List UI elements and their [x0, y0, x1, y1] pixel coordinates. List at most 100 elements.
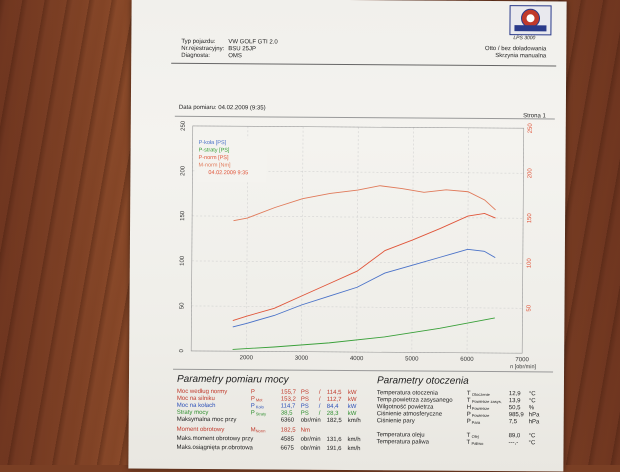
x-tick-label: 3000: [295, 356, 309, 362]
y-right-tick-label: 150: [527, 213, 533, 224]
power-param-symbol: P: [250, 410, 255, 417]
power-param-unit-1: obr/min: [300, 417, 321, 424]
env2-param-unit: °C: [528, 440, 536, 447]
env-param-symbol: T: [466, 397, 471, 404]
power-param-subscript: Koło: [255, 404, 264, 410]
grid-line-y: [191, 260, 523, 264]
y-right-tick-label: 50: [526, 304, 532, 311]
dyno-report-sheet: Typ pojazdu: Nr.rejestracyjny: Diagnosta…: [128, 0, 567, 472]
power-param-symbol: P: [250, 396, 255, 403]
env-param-unit: hPa: [528, 419, 540, 426]
env-param-label: Temp.powietrza zasysanego: [376, 397, 453, 404]
y-tick-label: 50: [179, 302, 185, 309]
torque-param-label: Maks.osiągnięta pr.obrotowa: [176, 444, 253, 452]
env-param-symbol: T: [466, 390, 471, 397]
x-axis-label: n [obr/min]: [510, 364, 536, 370]
env2-param-label: Temperatura paliwa: [376, 439, 429, 446]
env-param-value: 50,5: [508, 405, 521, 412]
env2-param-value: 89,0: [508, 433, 521, 440]
torque-param-unit-1: obr/min: [300, 445, 321, 452]
params-separator: [173, 368, 554, 373]
power-param-unit-1: PS: [300, 410, 309, 417]
environment-params-title: Parametry otoczenia: [376, 375, 469, 387]
power-params-title: Parametry pomiaru mocy: [176, 373, 289, 386]
x-tick-label: 4000: [350, 356, 364, 362]
y-right-tick-label: 250: [528, 123, 534, 134]
torque-param-label: Moment obrotowy: [176, 426, 225, 434]
power-param-label: Maksymalna moc przy: [176, 416, 237, 424]
power-param-separator: /: [318, 410, 321, 417]
env2-param-value: ---,-: [508, 440, 519, 447]
series-line-4: [233, 185, 496, 222]
torque-param-unit-1: obr/min: [300, 436, 321, 443]
torque-param-value-2: 131,6: [326, 436, 342, 443]
power-param-unit-2: kW: [347, 404, 357, 411]
env2-param-symbol: T: [466, 432, 471, 439]
y-tick-label: 250: [181, 120, 187, 131]
env-param-unit: °C: [528, 391, 536, 398]
env-param-value: 985,9: [508, 412, 524, 419]
env2-param-subscript: Olej: [471, 433, 479, 439]
env-param-subscript: Powietrze: [471, 412, 490, 418]
torque-param-unit-2: km/h: [347, 437, 361, 444]
torque-param-value-1: 182,5: [280, 427, 296, 434]
power-param-unit-2: kW: [347, 411, 357, 418]
env-param-unit: hPa: [528, 412, 540, 419]
power-param-unit-1: PS: [300, 396, 309, 403]
y-tick-label: 200: [180, 165, 186, 176]
env-param-value: 13,9: [508, 398, 521, 405]
power-param-separator: /: [318, 396, 321, 403]
y-tick-label: 0: [179, 348, 185, 352]
torque-param-value-1: 6675: [280, 445, 294, 452]
power-param-value-1: 6360: [280, 417, 295, 424]
x-tick-label: 5000: [405, 356, 419, 362]
env-param-label: Ciśnienie atmosferyczne: [376, 411, 443, 418]
env-param-label: Temperatura otoczenia: [376, 390, 438, 397]
legend-box: [196, 137, 267, 183]
grid-line-x: [466, 127, 469, 353]
logo-graphic: [514, 8, 547, 32]
env-param-symbol: H: [466, 404, 472, 411]
power-param-subscript: Straty: [255, 411, 267, 417]
power-param-value-1: 114,7: [280, 403, 296, 410]
env2-param-label: Temperatura oleju: [376, 432, 425, 439]
power-param-unit-2: kW: [347, 390, 357, 397]
power-param-label: Moc na kołach: [176, 402, 216, 410]
grid-line-x: [356, 127, 359, 353]
company-logo: [509, 5, 552, 36]
y-right-tick-label: 200: [527, 168, 533, 179]
plot-frame: [190, 125, 525, 354]
power-param-value-2: 28,3: [326, 410, 339, 417]
legend-note: 04.02.2009 9:35: [208, 170, 248, 176]
power-param-unit-2: kW: [347, 397, 357, 404]
env-param-subscript: Powietrze zasys.: [471, 398, 502, 405]
power-param-separator: /: [318, 403, 321, 410]
power-param-unit-2: km/h: [347, 418, 361, 425]
torque-param-unit-2: km/h: [347, 446, 361, 453]
torque-param-value-2: 191,6: [326, 445, 342, 452]
env2-param-subscript: Paliwo: [471, 440, 484, 446]
env-param-symbol: P: [466, 418, 471, 425]
x-tick-label: 6000: [460, 357, 474, 363]
y-right-tick-label: 100: [527, 258, 533, 269]
torque-param-value-1: 4585: [280, 436, 294, 443]
env-param-symbol: P: [466, 411, 471, 418]
series-line-3: [232, 212, 496, 322]
env-param-label: Ciśnienie pary: [376, 418, 415, 425]
env2-param-unit: °C: [528, 433, 536, 440]
power-param-symbol: P: [250, 403, 255, 410]
env-param-subscript: Powietrze: [471, 405, 490, 411]
power-param-subscript: Mot: [255, 397, 263, 403]
power-param-value-2: 84,4: [326, 403, 339, 410]
env-param-value: 7,5: [508, 419, 518, 426]
torque-param-subscript: Norm: [255, 428, 266, 434]
legend-entry: M-norm [Nm]: [198, 162, 231, 168]
power-param-unit-1: PS: [300, 389, 309, 396]
torque-param-unit-1: Nm: [300, 427, 310, 434]
power-param-value-2: 112,7: [326, 396, 342, 403]
power-param-value-1: 38,5: [280, 410, 293, 417]
env-param-unit: °C: [528, 398, 536, 405]
legend-entry: P-norm [PS]: [199, 155, 229, 161]
legend-entry: P-koła [PS]: [199, 140, 227, 146]
power-param-symbol: P: [250, 389, 255, 396]
